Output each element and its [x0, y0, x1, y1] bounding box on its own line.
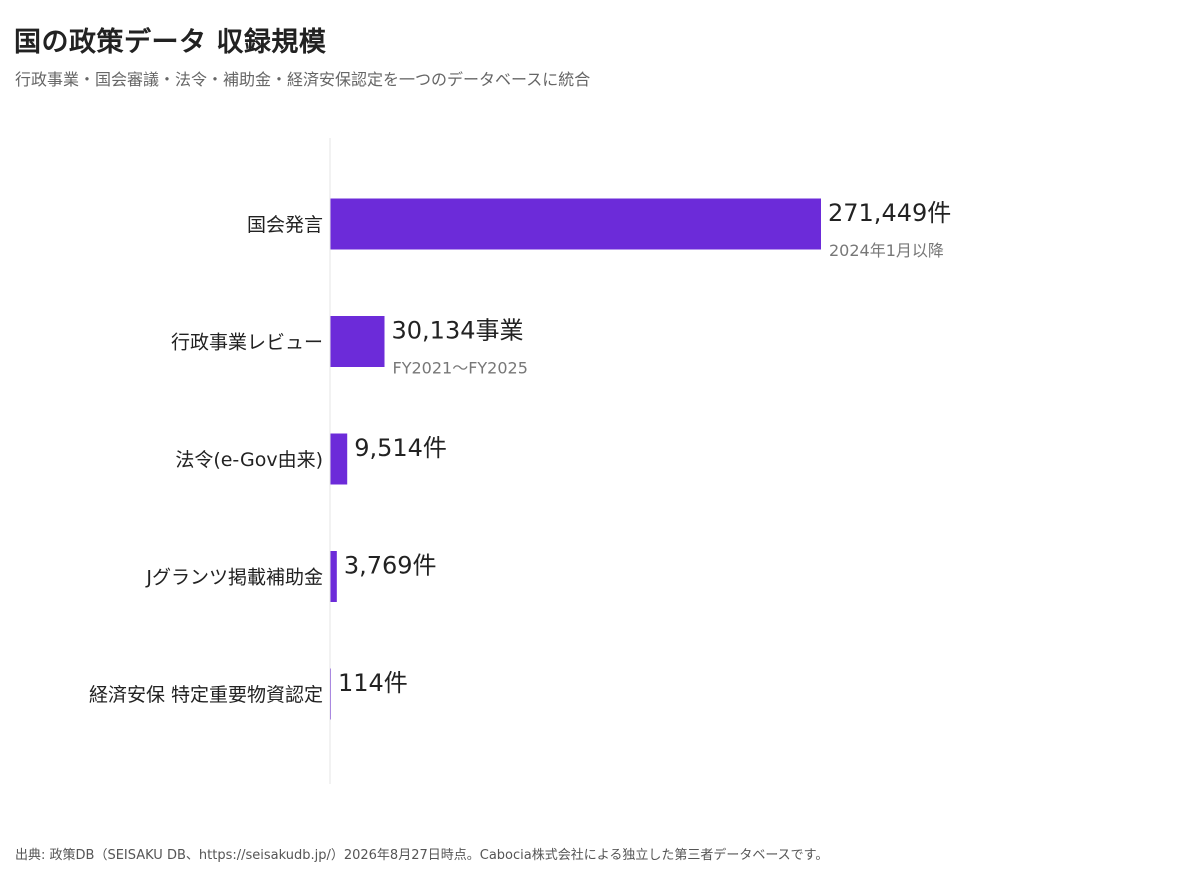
value-label-1: 30,134事業 [392, 317, 524, 345]
category-label-3: Jグランツ掲載補助金 [145, 567, 323, 589]
category-label-1: 行政事業レビュー [171, 332, 323, 354]
bar-0 [330, 198, 821, 250]
bar-3 [330, 551, 337, 602]
value-label-4: 114件 [338, 669, 408, 697]
bar-1 [330, 316, 385, 367]
source-footer: 出典: 政策DB（SEISAKU DB、https://seisakudb.jp… [15, 848, 829, 863]
note-label-0: 2024年1月以降 [829, 241, 944, 260]
bar-2 [330, 433, 348, 485]
value-label-3: 3,769件 [344, 552, 437, 580]
note-label-1: FY2021〜FY2025 [393, 359, 528, 378]
category-label-0: 国会発言 [247, 214, 323, 236]
value-label-2: 9,514件 [354, 434, 447, 462]
chart-title: 国の政策データ 収録規模 [14, 27, 327, 58]
value-label-0: 271,449件 [828, 199, 951, 227]
category-label-4: 経済安保 特定重要物資認定 [89, 684, 323, 706]
bars-layer [330, 198, 821, 720]
category-label-2: 法令(e-Gov由来) [175, 449, 323, 471]
chart-subtitle: 行政事業・国会審議・法令・補助金・経済安保認定を一つのデータベースに統合 [15, 70, 591, 89]
